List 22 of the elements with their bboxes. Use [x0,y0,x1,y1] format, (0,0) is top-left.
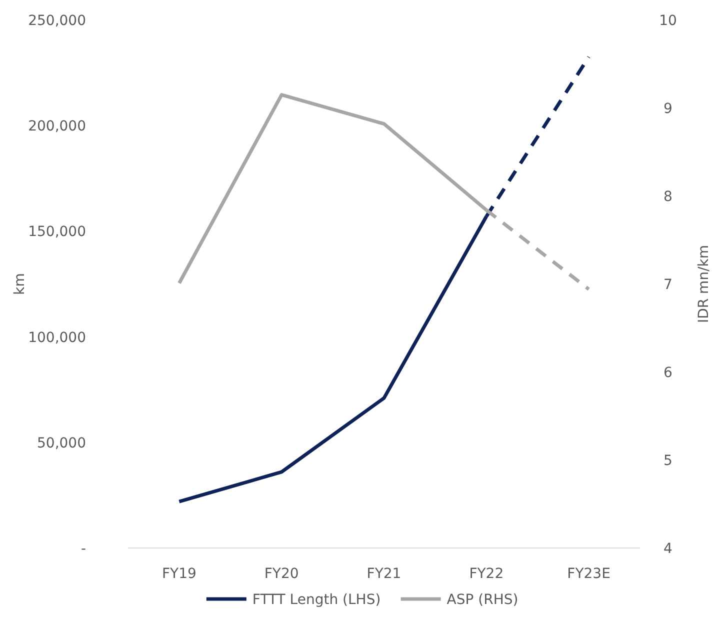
y-tick-label: 100,000 [28,330,86,346]
y-axis-title: km [12,273,28,295]
y2-tick-label: 9 [664,101,672,117]
y-tick-label: 50,000 [37,435,86,452]
y2-axis-title: IDR mn/km [696,244,712,324]
y2-tick-label: 10 [659,13,677,29]
x-tick-label: FY20 [264,566,299,582]
y2-tick-label: 4 [664,541,673,557]
legend-label: FTTT Length (LHS) [252,592,381,608]
legend-label: ASP (RHS) [446,592,518,608]
y2-tick-label: 8 [664,189,672,205]
y-tick-label: 150,000 [28,224,86,240]
y-tick-label: 200,000 [28,118,86,135]
x-tick-label: FY23E [567,566,610,582]
x-tick-label: FY21 [366,566,402,582]
y-tick-label: 250,000 [28,13,86,29]
x-tick-label: FY19 [162,566,196,582]
x-tick-label: FY22 [469,566,504,582]
y-tick-label: - [80,541,86,557]
y2-tick-label: 5 [664,453,672,469]
y2-tick-label: 6 [664,365,673,381]
y2-tick-label: 7 [664,277,672,293]
